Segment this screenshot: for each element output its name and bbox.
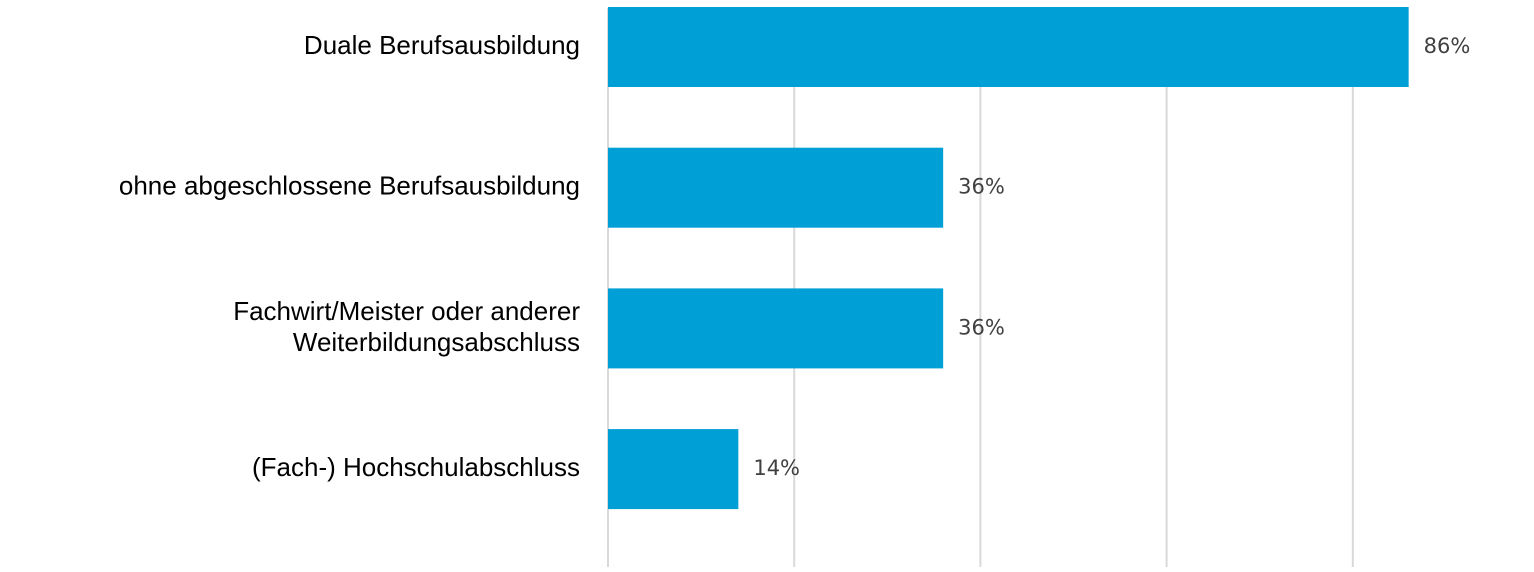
value-label: 86% [1424, 34, 1471, 58]
value-label: 14% [753, 456, 800, 480]
bar [608, 429, 739, 510]
category-label: Fachwirt/Meister oder anderer Weiterbildu… [233, 296, 580, 357]
value-label: 36% [958, 175, 1005, 199]
category-label: Duale Berufsausbildung [304, 30, 580, 60]
bar [608, 147, 944, 228]
bar [608, 288, 944, 369]
bar [608, 7, 1409, 87]
value-label: 36% [958, 315, 1005, 339]
category-label: ohne abgeschlossene Berufsausbildung [119, 171, 580, 201]
category-label: (Fach-) Hochschulabschluss [252, 452, 580, 482]
